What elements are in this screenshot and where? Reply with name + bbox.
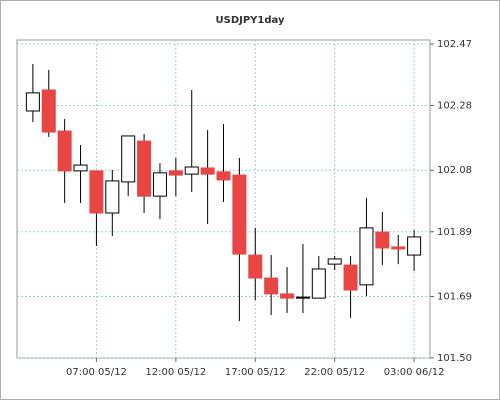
y-tick-label: 101.50 <box>437 353 472 364</box>
candle-body <box>280 293 295 299</box>
candle-body <box>295 296 310 299</box>
y-tick-label: 102.28 <box>437 101 472 112</box>
candle-body <box>359 227 374 286</box>
y-tick-label: 101.89 <box>437 227 472 238</box>
candle-body <box>73 164 88 172</box>
candle-body <box>216 171 231 181</box>
candle-body <box>121 135 136 183</box>
chart-title: USDJPY1day <box>216 15 285 26</box>
x-tick-label: 12:00 05/12 <box>145 367 206 378</box>
candle-body <box>343 264 358 291</box>
x-tick-label: 22:00 05/12 <box>304 367 365 378</box>
candle-body <box>152 172 167 197</box>
x-tick-label: 07:00 05/12 <box>66 367 127 378</box>
candle-body <box>89 170 104 214</box>
candle-body <box>137 140 152 197</box>
candle-body <box>57 130 72 172</box>
candle-body <box>407 236 422 256</box>
candle-body <box>375 231 390 249</box>
candle-body <box>391 246 406 250</box>
candle-body <box>41 89 56 133</box>
candle-body <box>248 254 263 279</box>
y-tick-label: 102.47 <box>437 39 472 50</box>
candle-body <box>232 174 247 255</box>
candle-body <box>264 277 279 295</box>
y-tick-label: 101.69 <box>437 291 472 302</box>
y-tick-label: 102.08 <box>437 165 472 176</box>
candle-body <box>105 180 120 214</box>
candle-body <box>200 167 215 175</box>
candle-body <box>184 166 199 175</box>
x-tick-label: 03:00 06/12 <box>384 367 445 378</box>
candle-body <box>168 170 183 176</box>
candle-body <box>25 92 40 112</box>
candle-body <box>311 268 326 299</box>
x-tick-label: 17:00 05/12 <box>225 367 286 378</box>
candle-body <box>327 258 342 265</box>
